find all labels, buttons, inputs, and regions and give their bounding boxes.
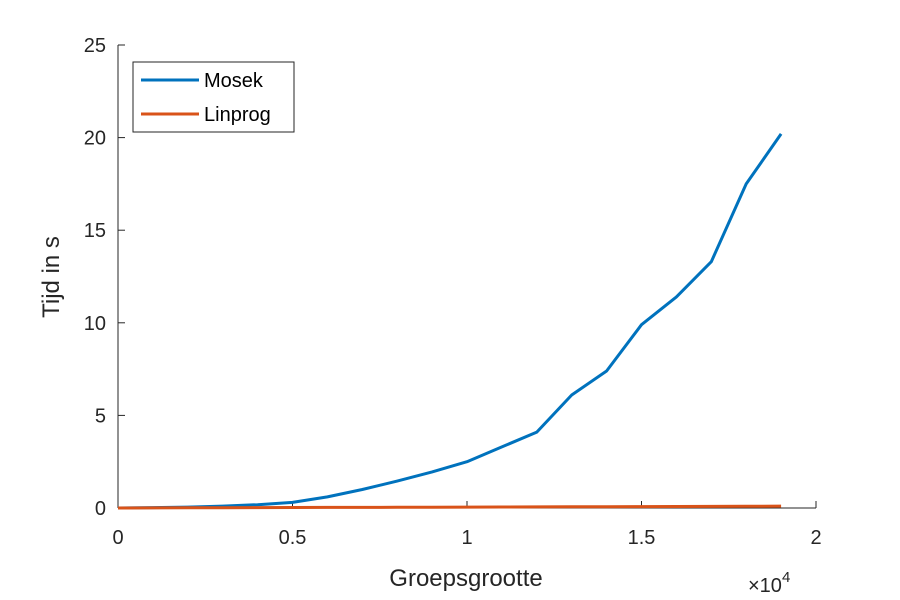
series-lines <box>117 133 783 510</box>
y-tick-label: 20 <box>84 128 106 150</box>
y-tick-label: 25 <box>84 35 106 57</box>
y-tick-label: 5 <box>95 405 106 427</box>
x-multiplier-label: ×104 <box>748 569 790 597</box>
y-tick-label: 10 <box>84 313 106 335</box>
legend-label-mosek: Mosek <box>204 70 264 92</box>
series-line-linprog <box>117 504 782 510</box>
x-multiplier-exponent: 4 <box>782 569 790 586</box>
x-multiplier-base: ×10 <box>748 575 782 597</box>
y-tick-label: 0 <box>95 498 106 520</box>
y-axis-label: Tijd in s <box>38 236 65 318</box>
x-tick-label: 0.5 <box>279 527 307 549</box>
x-tick-label: 1.5 <box>628 527 656 549</box>
legend: Mosek Linprog <box>132 61 295 133</box>
x-tick-label: 0 <box>112 527 123 549</box>
x-ticks: 0 0.5 1 1.5 2 <box>112 501 822 549</box>
series-line-mosek <box>117 133 783 510</box>
x-tick-label: 1 <box>461 527 472 549</box>
y-ticks: 0 5 10 15 20 25 <box>84 35 125 520</box>
legend-box <box>132 61 295 133</box>
x-axis-label: Groepsgrootte <box>389 565 542 592</box>
y-tick-label: 15 <box>84 220 106 242</box>
legend-label-linprog: Linprog <box>204 104 271 126</box>
x-tick-label: 2 <box>810 527 821 549</box>
